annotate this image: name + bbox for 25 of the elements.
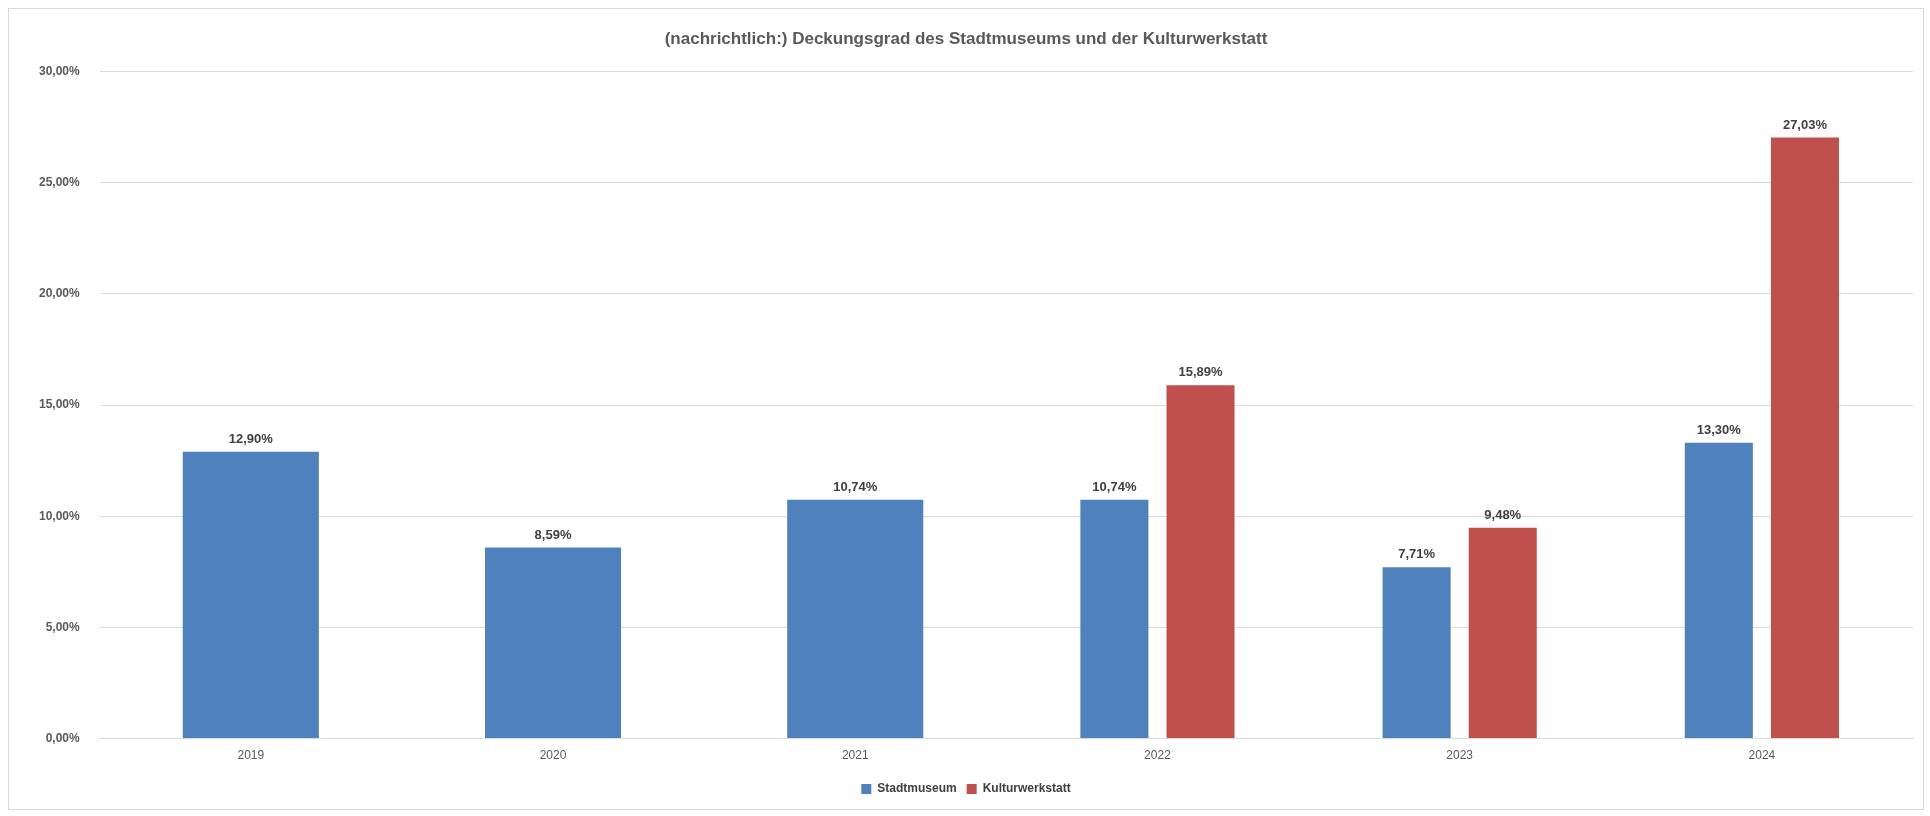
data-label: 8,59% xyxy=(534,526,572,542)
data-label: 10,74% xyxy=(833,478,878,494)
x-tick-label: 2022 xyxy=(1144,748,1172,763)
legend-label: Stadtmuseum xyxy=(877,781,957,796)
data-label: 27,03% xyxy=(1782,116,1828,132)
x-tick-label: 2021 xyxy=(841,748,869,763)
y-tick-label: 30,00% xyxy=(39,63,81,78)
y-tick-label: 0,00% xyxy=(45,730,81,745)
data-label: 10,74% xyxy=(1092,478,1137,494)
y-tick-label: 25,00% xyxy=(39,174,81,189)
data-label: 7,71% xyxy=(1398,546,1436,562)
y-tick-label: 10,00% xyxy=(39,508,81,523)
x-tick-label: 2024 xyxy=(1748,748,1776,763)
data-label: 12,90% xyxy=(228,430,274,446)
x-tick-label: 2020 xyxy=(539,748,567,763)
x-tick-label: 2019 xyxy=(237,748,265,763)
data-label: 13,30% xyxy=(1696,421,1742,437)
y-tick-label: 15,00% xyxy=(39,397,81,412)
legend-label: Kulturwerkstatt xyxy=(982,781,1071,796)
y-tick-label: 5,00% xyxy=(45,619,81,634)
chart-title: (nachrichtlich:) Deckungsgrad des Stadtmuseums und der Kulturwerkstatt xyxy=(664,28,1268,48)
x-tick-label: 2023 xyxy=(1446,748,1474,763)
data-label: 9,48% xyxy=(1484,506,1522,522)
y-tick-label: 20,00% xyxy=(39,286,81,301)
data-label: 15,89% xyxy=(1178,364,1224,380)
